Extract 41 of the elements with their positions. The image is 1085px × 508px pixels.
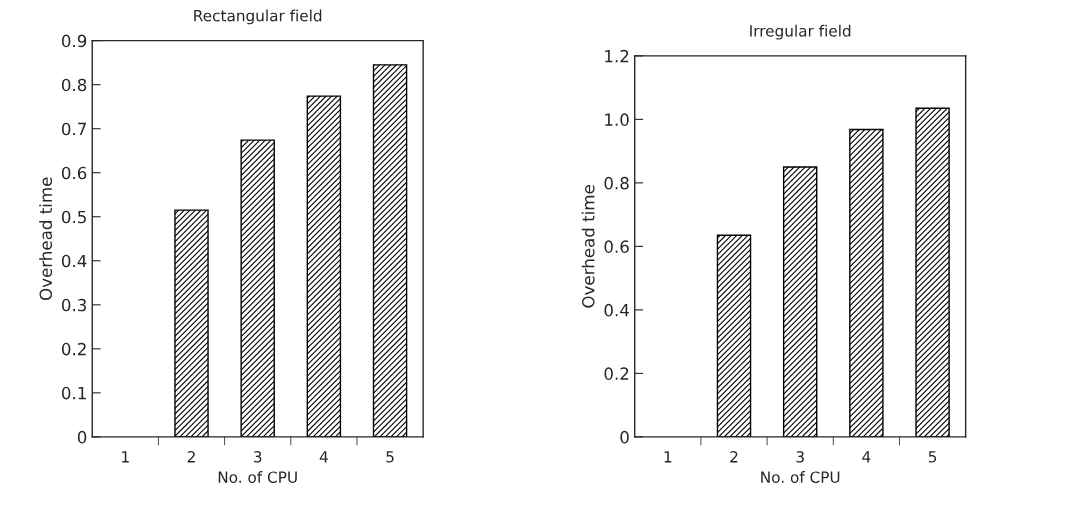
y-tick-label: 0.8 [604,176,629,190]
y-tick-label: 1.2 [605,49,629,63]
y-tick-label: 0.3 [61,298,87,312]
y-tick-label: 0 [77,430,87,444]
y-tick-label: 0.4 [604,303,629,317]
chart-title: Rectangular field [194,9,322,25]
x-tick-label: 2 [187,451,195,463]
bar [782,166,818,437]
bar [716,234,752,437]
y-tick-label: 0.7 [61,122,86,136]
y-tick-label: 0.8 [61,78,87,92]
bar [372,64,408,437]
y-tick-label: 0.9 [61,34,87,48]
y-tick-label: 0.2 [61,342,86,356]
x-tick-label: 1 [664,451,672,463]
y-tick-label: 0.6 [61,166,87,180]
x-tick-label: 2 [730,451,738,463]
bar [849,128,884,437]
x-tick-label: 3 [796,451,804,463]
y-tick-label: 0.5 [61,210,86,224]
x-tick-label: 4 [319,451,328,463]
y-tick-label: 0.4 [61,254,87,268]
bar [174,209,209,437]
y-axis-title: Overhead time [39,177,53,301]
y-tick-label: 0.1 [61,386,86,400]
y-tick-label: 0.2 [604,367,629,380]
y-tick-label: 0 [620,430,629,444]
y-tick-label: 1.0 [605,113,629,126]
x-axis-title: No. of CPU [761,471,840,483]
bar [915,107,950,437]
x-tick-label: 3 [253,451,262,463]
x-tick-label: 1 [122,451,129,463]
x-axis-title: No. of CPU [218,471,297,483]
y-tick-label: 0.6 [604,240,629,253]
bar [240,139,275,437]
x-tick-label: 5 [386,451,394,463]
y-axis-title: Overhead time [581,185,595,308]
x-tick-label: 5 [928,451,937,463]
x-tick-label: 4 [862,451,871,463]
chart-title: Irregular field [750,24,851,40]
bar [306,95,342,437]
